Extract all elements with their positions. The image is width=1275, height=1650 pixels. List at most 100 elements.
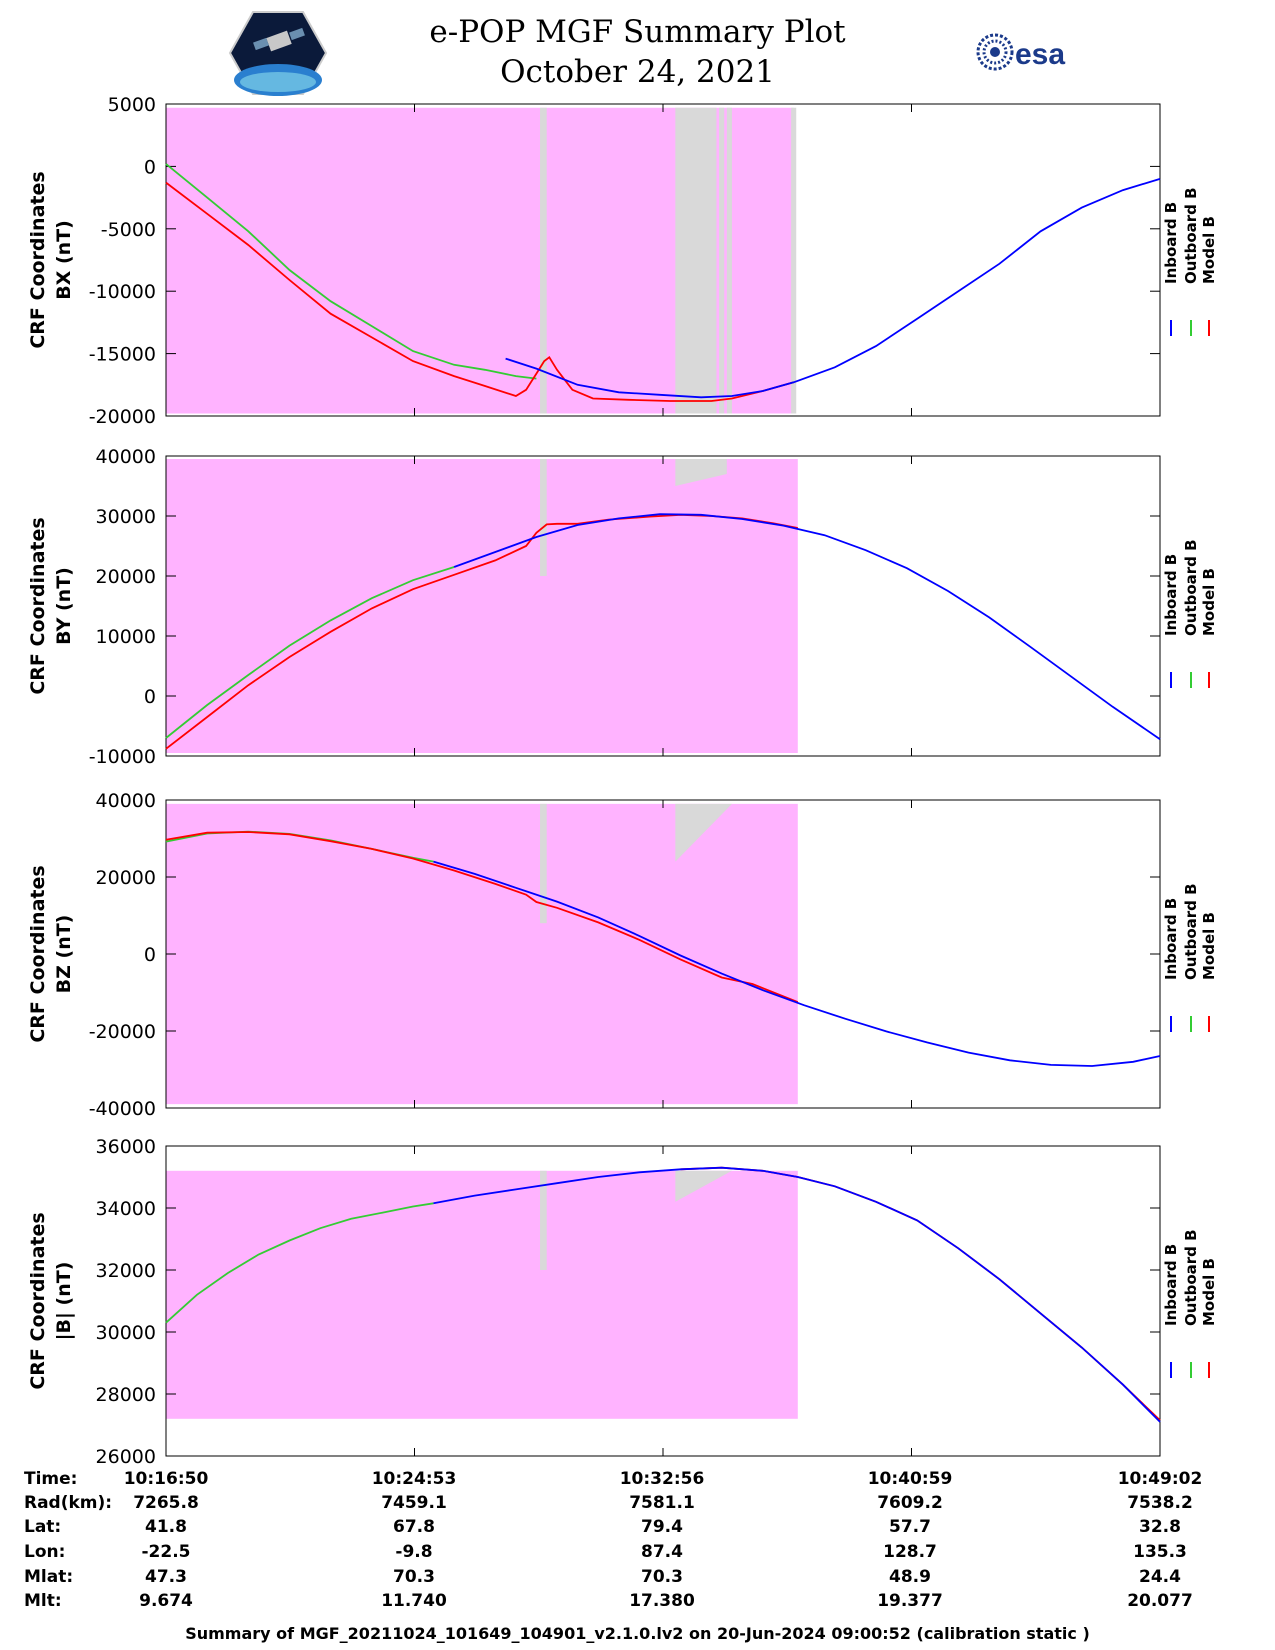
- y-tick-label: -20000: [89, 1021, 156, 1043]
- esa-logo-text: esa: [1015, 38, 1065, 71]
- ephemeris-value: 7265.8: [133, 1493, 199, 1513]
- legend-label: Outboard B: [1182, 539, 1200, 636]
- ephemeris-value: 17.380: [629, 1591, 695, 1611]
- ephemeris-value: 87.4: [641, 1542, 683, 1562]
- ephemeris-value: 10:49:02: [1118, 1469, 1203, 1489]
- gap-band: [675, 107, 717, 414]
- legend-label: Model B: [1200, 216, 1218, 284]
- gap-band: [719, 107, 725, 414]
- gap-band: [540, 107, 547, 414]
- gap-band: [540, 459, 547, 576]
- y-tick-label: 0: [144, 686, 156, 708]
- y-tick-label: 40000: [96, 446, 156, 468]
- legend-label: Outboard B: [1182, 187, 1200, 284]
- gap-band: [540, 1170, 547, 1270]
- ephemeris-value: 70.3: [641, 1567, 683, 1587]
- legend-label: Inboard B: [1162, 202, 1180, 284]
- y-tick-label: 0: [144, 156, 156, 178]
- ephemeris-value: 135.3: [1133, 1542, 1187, 1562]
- y-tick-label: -40000: [89, 1098, 156, 1120]
- y-tick-label: -20000: [89, 406, 156, 428]
- y-tick-label: -5000: [101, 219, 156, 241]
- legend-label: Inboard B: [1162, 898, 1180, 980]
- gap-band: [675, 459, 727, 486]
- y-axis-unit-label: BX (nT): [53, 220, 75, 300]
- series-line-model-b: [165, 181, 794, 402]
- panel-4: 36000 34000 32000 30000 28000 26000 CRF Coordi…: [27, 1136, 1218, 1468]
- y-tick-label: 36000: [96, 1136, 156, 1158]
- mode-band: [166, 1170, 798, 1419]
- ephemeris-row-label: Rad(km):: [24, 1493, 112, 1513]
- plot-title: e-POP MGF Summary Plot: [429, 14, 846, 50]
- y-tick-label: 10000: [96, 626, 156, 648]
- legend-label: Model B: [1200, 1258, 1218, 1326]
- y-axis-label: CRF Coordinates: [27, 171, 49, 348]
- series-line-inboard-b: [453, 513, 1161, 740]
- y-tick-label: 34000: [96, 1198, 156, 1220]
- gap-band: [675, 803, 732, 862]
- mode-band: [166, 459, 798, 753]
- panel-2: 40000 30000 20000 10000 0 -10000 CRF Coordinat…: [27, 446, 1218, 768]
- ephemeris-value: 32.8: [1139, 1517, 1181, 1537]
- legend-label: Inboard B: [1162, 554, 1180, 636]
- y-tick-label: 40000: [96, 790, 156, 812]
- ephemeris-value: 128.7: [883, 1542, 937, 1562]
- mode-band: [166, 803, 798, 1105]
- ephemeris-value: -22.5: [142, 1542, 191, 1562]
- ephemeris-row-label: Mlat:: [24, 1567, 73, 1587]
- ephemeris-value: 9.674: [139, 1591, 193, 1611]
- y-tick-label: 30000: [96, 1322, 156, 1344]
- ephemeris-value: 67.8: [393, 1517, 435, 1537]
- panel-1: 5000 0 -5000 -10000 -15000 -20000 CRF Coordina…: [27, 94, 1218, 428]
- ephemeris-value: 10:16:50: [124, 1469, 209, 1489]
- ephemeris-row-label: Lon:: [24, 1542, 65, 1562]
- y-tick-label: 20000: [96, 566, 156, 588]
- y-tick-label: 28000: [96, 1384, 156, 1406]
- y-tick-label: 32000: [96, 1260, 156, 1282]
- series-line-model-b: [165, 831, 799, 1003]
- ephemeris-row-label: Lat:: [24, 1517, 61, 1537]
- gap-band: [675, 1170, 732, 1202]
- ephemeris-value: 19.377: [877, 1591, 943, 1611]
- ephemeris-row-label: Mlt:: [24, 1591, 62, 1611]
- y-tick-label: 30000: [96, 506, 156, 528]
- y-axis-label: CRF Coordinates: [27, 865, 49, 1042]
- y-tick-label: 26000: [96, 1446, 156, 1468]
- ephemeris-value: 7538.2: [1127, 1493, 1193, 1513]
- ephemeris-value: -9.8: [395, 1542, 432, 1562]
- ephemeris-value: 10:24:53: [372, 1469, 457, 1489]
- plot-date: October 24, 2021: [500, 54, 775, 90]
- ephemeris-row-label: Time:: [24, 1469, 77, 1489]
- ephemeris-value: 7459.1: [381, 1493, 447, 1513]
- y-tick-label: 0: [144, 944, 156, 966]
- y-axis-label: CRF Coordinates: [27, 517, 49, 694]
- y-tick-label: -10000: [89, 746, 156, 768]
- y-axis-unit-label: BZ (nT): [53, 915, 75, 994]
- ephemeris-value: 20.077: [1127, 1591, 1193, 1611]
- ephemeris-value: 79.4: [641, 1517, 683, 1537]
- series-line-outboard-b: [165, 1202, 434, 1324]
- series-line-inboard-b: [433, 860, 1161, 1067]
- legend-label: Outboard B: [1182, 883, 1200, 980]
- y-tick-label: -15000: [89, 344, 156, 366]
- gap-band: [791, 107, 797, 414]
- series-line-inboard-b: [505, 178, 1161, 399]
- ephemeris-value: 11.740: [381, 1591, 447, 1611]
- gap-band: [726, 107, 732, 414]
- ephemeris-value: 7581.1: [629, 1493, 695, 1513]
- esa-logo-icon: esa: [976, 33, 1065, 71]
- ephemeris-value: 24.4: [1139, 1567, 1181, 1587]
- ephemeris-value: 70.3: [393, 1567, 435, 1587]
- y-axis-unit-label: BY (nT): [53, 567, 75, 645]
- ephemeris-value: 41.8: [145, 1517, 187, 1537]
- panel-3: 40000 20000 0 -20000 -40000 CRF Coordinates BZ…: [27, 790, 1218, 1120]
- series-line-outboard-b: [165, 163, 537, 380]
- ephemeris-value: 7609.2: [877, 1493, 943, 1513]
- ephemeris-value: 57.7: [889, 1517, 931, 1537]
- ephemeris-value: 10:40:59: [868, 1469, 953, 1489]
- y-axis-label: CRF Coordinates: [27, 1212, 49, 1389]
- y-tick-label: 5000: [108, 94, 156, 116]
- series-line-inboard-b: [433, 1166, 1161, 1423]
